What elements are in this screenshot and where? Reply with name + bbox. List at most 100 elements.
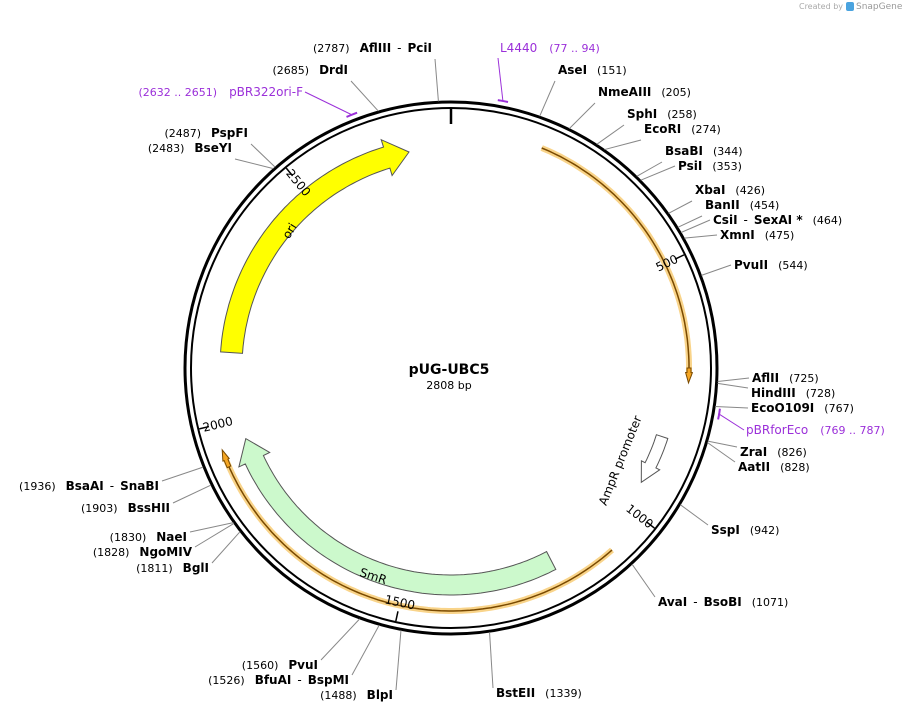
- site-label: NmeAIII (205): [598, 85, 691, 99]
- feature-label: AmpR promoter: [596, 414, 645, 508]
- site-position: (2483): [148, 142, 185, 155]
- site-label: AseI (151): [558, 63, 627, 77]
- site-position: (454): [750, 199, 780, 212]
- site-position: (258): [667, 108, 697, 121]
- site-name: ZraI: [740, 445, 767, 459]
- site-name: BstEII: [496, 686, 535, 700]
- site-position: (1830): [110, 531, 147, 544]
- ampr-head-1: [684, 367, 694, 385]
- site-leader: [434, 58, 439, 102]
- site-leader: [715, 406, 749, 409]
- ruler-label: 2000: [201, 414, 234, 435]
- site-name: CsiI: [713, 213, 738, 227]
- site-label: SspI (942): [711, 523, 779, 537]
- site-position: (426): [735, 184, 765, 197]
- site-label: XmnI (475): [720, 228, 794, 242]
- primer-range: (2632 .. 2651): [139, 86, 218, 99]
- site-name: SphI: [627, 107, 657, 121]
- ruler-label: 1000: [623, 501, 656, 531]
- primer-name: L4440: [500, 41, 537, 55]
- site-label: CsiI - SexAI * (464): [713, 213, 842, 227]
- credit-brand: SnapGene: [856, 2, 903, 12]
- site-name: AatII: [738, 460, 770, 474]
- site-leader: [351, 624, 380, 676]
- site-name: PvuII: [734, 258, 768, 272]
- site-leader: [172, 484, 212, 504]
- site-position: (464): [813, 214, 843, 227]
- site-position: (725): [789, 372, 819, 385]
- site-label: (1488) BlpI: [320, 688, 393, 702]
- site-name: HindIII: [751, 386, 796, 400]
- primer-name: pBRforEco: [746, 423, 808, 437]
- site-name: BsaAI: [66, 479, 104, 493]
- site-leader: [596, 124, 625, 145]
- site-label: (1903) BssHII: [81, 501, 170, 515]
- ruler-tick: [199, 425, 210, 430]
- site-label: (1526) BfuAI - BspMI: [208, 673, 349, 687]
- site-position: (1339): [545, 687, 582, 700]
- site-name: PvuI: [288, 658, 318, 672]
- primer-mark: [497, 99, 509, 103]
- site-label: (2787) AflIII - PciI: [313, 41, 432, 55]
- site-position: (2787): [313, 42, 350, 55]
- site-name: XmnI: [720, 228, 755, 242]
- site-name: BfuAI: [255, 673, 292, 687]
- ruler-tick: [646, 521, 656, 529]
- site-position: (728): [806, 387, 836, 400]
- site-position: (1811): [136, 562, 173, 575]
- site-label: BanII (454): [705, 198, 779, 212]
- site-name: BglI: [183, 561, 209, 575]
- promoter-arrow: [640, 434, 669, 484]
- site-name: AseI: [558, 63, 587, 77]
- site-position: (2685): [272, 64, 309, 77]
- site-position: (826): [777, 446, 807, 459]
- site-leader: [211, 531, 241, 564]
- site-leader: [717, 377, 750, 383]
- site-label: AatII (828): [738, 460, 810, 474]
- credit-prefix: Created by: [799, 2, 843, 11]
- site-position: (942): [750, 524, 780, 537]
- site-name: NgoMIV: [139, 545, 192, 559]
- site-name: -: [297, 673, 301, 687]
- primer-label: L4440 (77 .. 94): [500, 41, 600, 55]
- site-label: EcoO109I (767): [751, 401, 854, 415]
- site-position: (1903): [81, 502, 118, 515]
- site-label: BstEII (1339): [496, 686, 582, 700]
- site-position: (1526): [208, 674, 245, 687]
- site-leader: [350, 80, 379, 112]
- site-name: BspMI: [308, 673, 349, 687]
- primer-range: (769 .. 787): [820, 424, 885, 437]
- site-leader: [568, 102, 596, 129]
- site-name: BseYI: [194, 141, 232, 155]
- site-name: BlpI: [367, 688, 393, 702]
- site-name: XbaI: [695, 183, 725, 197]
- site-leader: [194, 522, 235, 548]
- site-name: -: [110, 479, 114, 493]
- primer-name: pBR322ori-F: [229, 85, 303, 99]
- plasmid-length: 2808 bp: [426, 379, 471, 392]
- site-name: -: [693, 595, 697, 609]
- site-label: AflII (725): [752, 371, 819, 385]
- site-leader: [677, 215, 703, 228]
- site-name: AflII: [752, 371, 779, 385]
- ampr-line-2: [224, 456, 613, 612]
- site-leader: [161, 466, 204, 482]
- site-position: (475): [765, 229, 795, 242]
- site-position: (344): [713, 145, 743, 158]
- site-leader: [320, 618, 361, 661]
- site-leader: [189, 522, 234, 533]
- ori-arrow: [220, 138, 410, 354]
- site-label: HindIII (728): [751, 386, 835, 400]
- site-name: BanII: [705, 198, 740, 212]
- site-position: (1828): [93, 546, 130, 559]
- site-name: PciI: [408, 41, 433, 55]
- ruler-tick: [285, 167, 294, 177]
- site-name: EcoRI: [644, 122, 681, 136]
- site-leader: [701, 264, 732, 276]
- plasmid-name: pUG-UBC5: [409, 362, 490, 378]
- site-position: (828): [780, 461, 810, 474]
- site-name: BssHII: [128, 501, 170, 515]
- site-name: SspI: [711, 523, 740, 537]
- site-label: SphI (258): [627, 107, 697, 121]
